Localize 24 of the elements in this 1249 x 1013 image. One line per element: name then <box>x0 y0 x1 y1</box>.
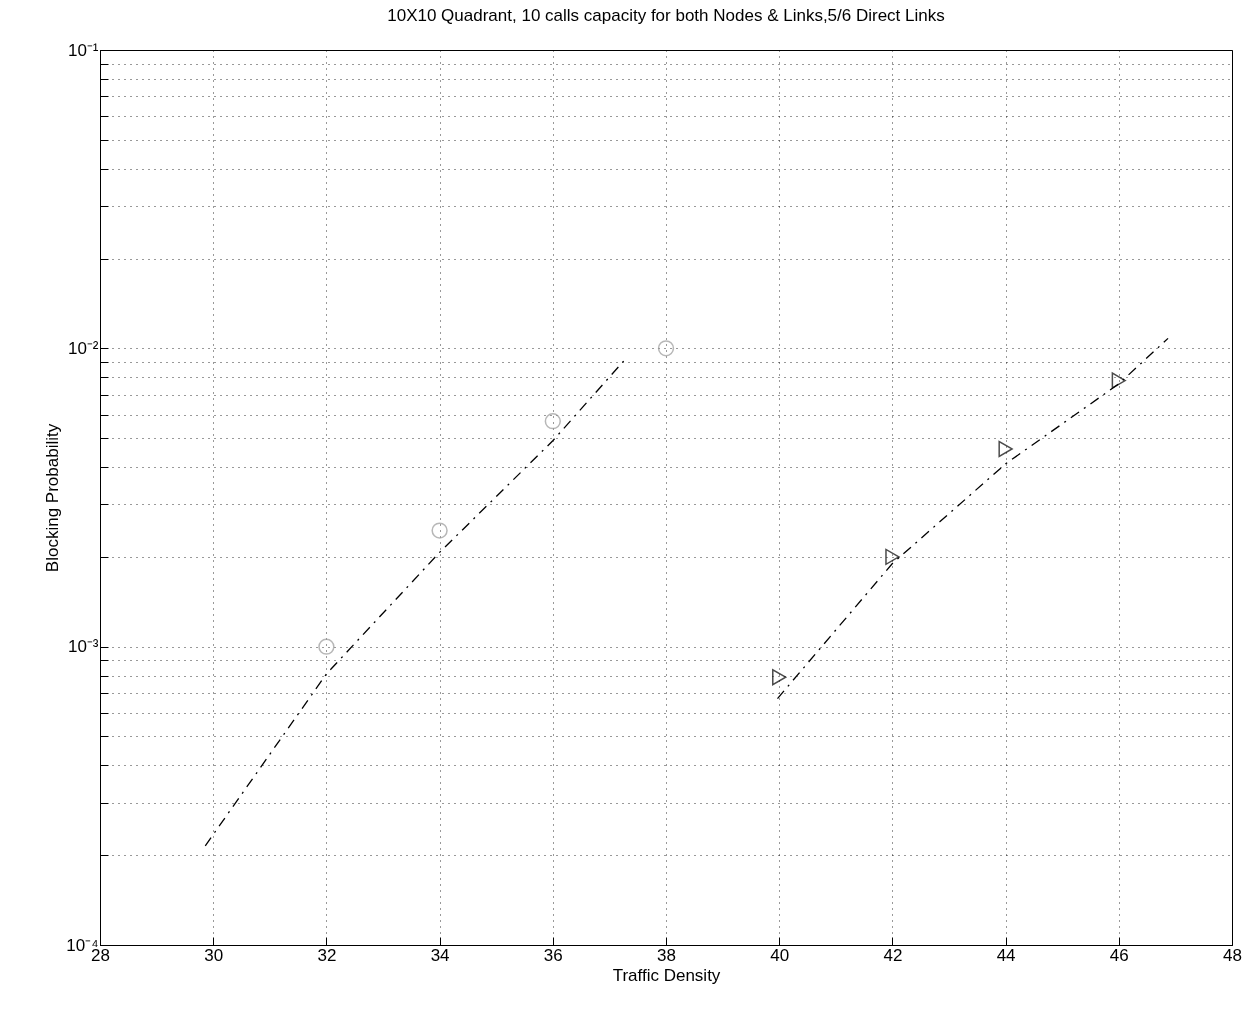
x-tick-label: 42 <box>883 945 903 965</box>
point <box>1111 372 1126 389</box>
x-tick-label: 48 <box>1223 945 1242 965</box>
y-axis-title: Blocking Probability <box>43 423 63 573</box>
y-tick-label: 10⁻¹ <box>67 40 99 60</box>
x-tick-label: 32 <box>317 945 337 965</box>
x-tick-label: 46 <box>1109 945 1129 965</box>
point <box>657 340 675 357</box>
point <box>544 413 561 430</box>
point <box>772 669 787 686</box>
point <box>885 548 900 566</box>
x-axis-title: Traffic Density <box>612 965 721 985</box>
x-tick-label: 36 <box>543 945 563 965</box>
x-tick-label: 38 <box>657 945 676 965</box>
x-tick-label: 30 <box>204 945 224 965</box>
x-tick-label: 34 <box>430 945 450 965</box>
x-tick-label: 44 <box>996 945 1016 965</box>
y-tick-label: 10⁻² <box>67 338 99 358</box>
point <box>431 522 448 539</box>
chart-title: 10X10 Quadrant, 10 calls capacity for both Nodes & Links,5/6 Direct Links <box>387 6 945 25</box>
y-tick-label: 10⁻³ <box>67 637 99 657</box>
point <box>998 440 1013 458</box>
point <box>318 638 335 655</box>
x-tick-label: 40 <box>770 945 790 965</box>
